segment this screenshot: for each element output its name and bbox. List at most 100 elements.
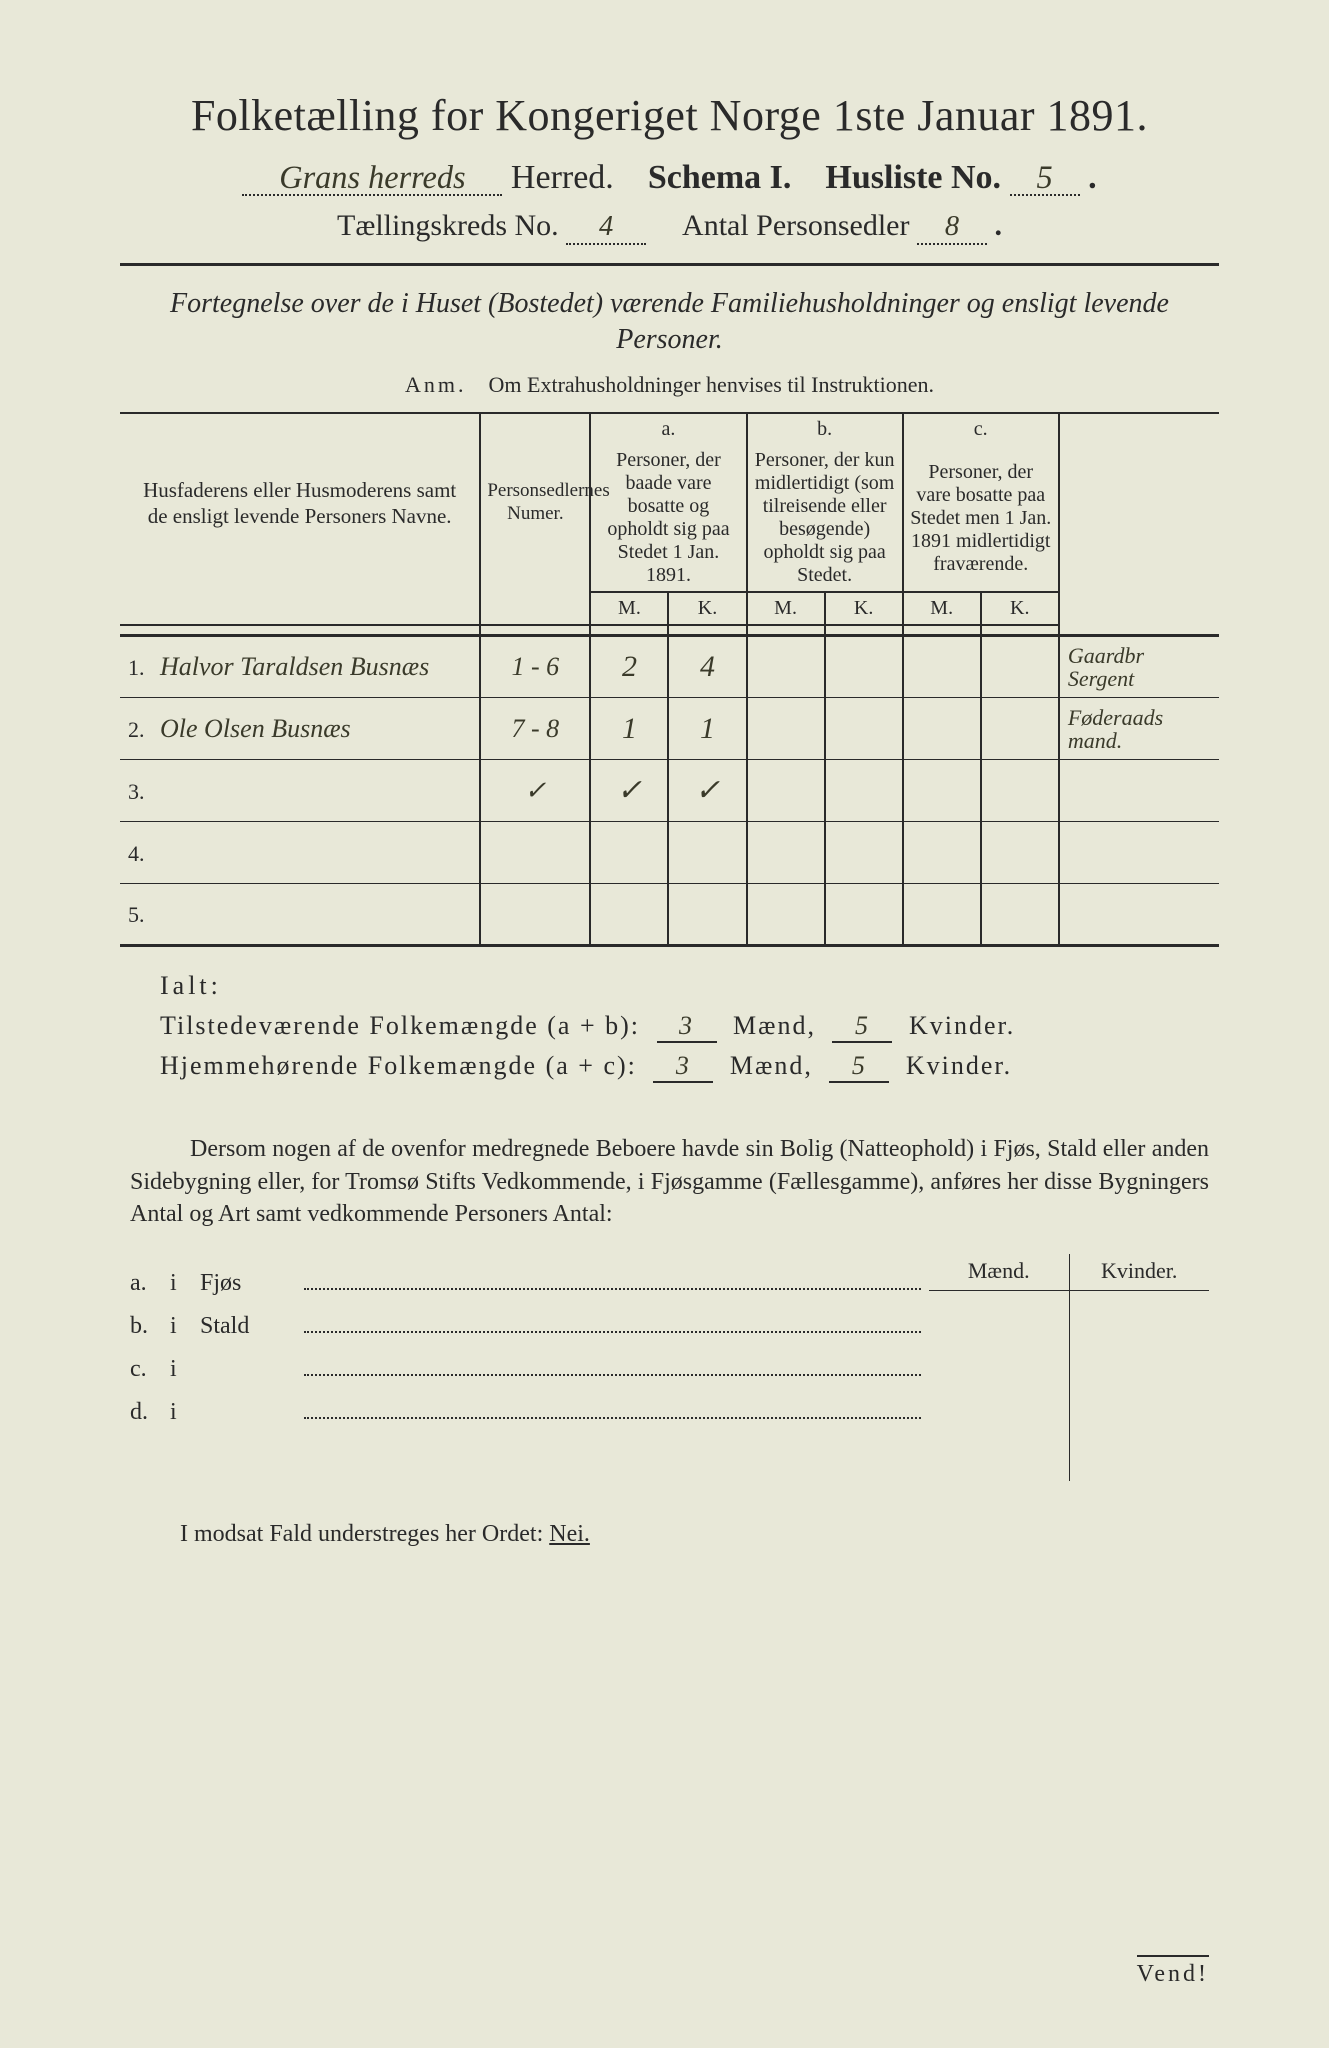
nei-line: I modsat Fald understreges her Ordet: Ne… — [180, 1521, 1209, 1548]
totals-maend-2: Mænd, — [730, 1051, 813, 1080]
table-row: 3.✓✓✓ — [120, 760, 1219, 822]
col-a-k: K. — [668, 592, 746, 625]
bottom-maend-col — [929, 1291, 1070, 1481]
mk-cell: 4 — [668, 636, 746, 698]
note-cell: Gaardbr Sergent — [1059, 636, 1219, 698]
totals-line-2: Hjemmehørende Folkemængde (a + c): 3 Mæn… — [160, 1051, 1219, 1083]
ialt-label: Ialt: — [160, 971, 1219, 1001]
kreds-label: Tællingskreds No. — [337, 209, 559, 242]
totals-kvinder-1: Kvinder. — [909, 1011, 1015, 1040]
mk-cell — [747, 760, 825, 822]
col-c-k: K. — [981, 592, 1059, 625]
page-title: Folketælling for Kongeriget Norge 1ste J… — [120, 90, 1219, 141]
desc-a: Personer, der baade vare bosatte og opho… — [590, 445, 746, 592]
num-cell: ✓ — [480, 760, 590, 822]
group-a-label: a. — [590, 414, 746, 445]
bottom-mk-table: Mænd. Kvinder. — [929, 1254, 1209, 1481]
mk-cell — [981, 760, 1059, 822]
mk-cell — [903, 760, 981, 822]
group-b-label: b. — [747, 414, 903, 445]
antal-no: 8 — [917, 213, 987, 245]
note-cell — [1059, 760, 1219, 822]
totals-kvinder-2: Kvinder. — [906, 1051, 1012, 1080]
mk-cell — [668, 822, 746, 884]
table-row: 1.Halvor Taraldsen Busnæs1 - 624 Gaardbr … — [120, 636, 1219, 698]
col-b-m: M. — [747, 592, 825, 625]
census-table: Husfaderens eller Husmoderens samt de en… — [120, 414, 1219, 947]
num-cell: 1 - 6 — [480, 636, 590, 698]
husliste-label: Husliste No. — [825, 159, 1001, 196]
anm-text: Om Extrahusholdninger henvises til Instr… — [489, 372, 934, 397]
name-cell: 5. — [120, 884, 480, 946]
name-cell: 4. — [120, 822, 480, 884]
mk-cell — [903, 884, 981, 946]
totals-1-k: 5 — [832, 1011, 892, 1043]
kreds-no: 4 — [566, 213, 646, 245]
totals-maend-1: Mænd, — [733, 1011, 816, 1040]
num-cell — [480, 884, 590, 946]
col-name-header: Husfaderens eller Husmoderens samt de en… — [120, 414, 480, 592]
antal-label: Antal Personsedler — [682, 209, 909, 242]
vend-label: Vend! — [1137, 1955, 1209, 1988]
mk-cell — [981, 636, 1059, 698]
bottom-maend-header: Mænd. — [929, 1254, 1070, 1290]
mk-cell — [903, 822, 981, 884]
census-form-page: Folketælling for Kongeriget Norge 1ste J… — [0, 0, 1329, 2048]
herred-label: Herred. — [511, 159, 614, 196]
instructions-paragraph: Dersom nogen af de ovenfor medregnede Be… — [130, 1133, 1209, 1230]
desc-b: Personer, der kun midlertidigt (som tilr… — [747, 445, 903, 592]
note-cell: Føderaads mand. — [1059, 698, 1219, 760]
note-cell — [1059, 884, 1219, 946]
totals-line-1: Tilstedeværende Folkemængde (a + b): 3 M… — [160, 1011, 1219, 1043]
blank-header — [120, 592, 480, 625]
name-cell: 2.Ole Olsen Busnæs — [120, 698, 480, 760]
mk-cell — [903, 636, 981, 698]
mk-cell: ✓ — [590, 760, 668, 822]
mk-cell — [747, 636, 825, 698]
bottom-block: a.iFjøsb.iStaldc.id.i Mænd. Kvinder. — [130, 1254, 1209, 1481]
building-row: d.i — [130, 1395, 929, 1426]
note-cell — [1059, 822, 1219, 884]
group-c-label: c. — [903, 414, 1059, 445]
bottom-kvinder-col — [1070, 1291, 1210, 1481]
husliste-no: 5 — [1010, 161, 1080, 196]
table-row: 5. — [120, 884, 1219, 946]
name-cell: 3. — [120, 760, 480, 822]
building-row: b.iStald — [130, 1309, 929, 1340]
mk-cell — [747, 822, 825, 884]
mk-cell — [981, 884, 1059, 946]
building-list: a.iFjøsb.iStaldc.id.i — [130, 1254, 929, 1481]
table-row: 4. — [120, 822, 1219, 884]
totals-1-m: 3 — [657, 1011, 717, 1043]
col-num-header: Personsedlernes Numer. — [480, 414, 590, 592]
building-row: a.iFjøs — [130, 1266, 929, 1297]
blank-header-2 — [480, 592, 590, 625]
col-note-header — [1059, 414, 1219, 625]
anm-label: Anm. — [405, 372, 467, 397]
mk-cell — [825, 760, 903, 822]
mk-cell — [981, 698, 1059, 760]
name-cell: 1.Halvor Taraldsen Busnæs — [120, 636, 480, 698]
mk-cell — [590, 884, 668, 946]
nei-word: Nei. — [549, 1521, 590, 1547]
header-line-2: Grans herreds Herred. Schema I. Husliste… — [120, 159, 1219, 197]
schema-label: Schema I. — [648, 159, 792, 196]
divider-rule — [120, 263, 1219, 266]
mk-cell — [590, 822, 668, 884]
mk-cell — [747, 884, 825, 946]
mk-cell: ✓ — [668, 760, 746, 822]
mk-cell: 1 — [590, 698, 668, 760]
mk-cell — [903, 698, 981, 760]
num-cell — [480, 822, 590, 884]
header-line-3: Tællingskreds No. 4 Antal Personsedler 8… — [120, 209, 1219, 245]
totals-line-2-label: Hjemmehørende Folkemængde (a + c): — [160, 1051, 637, 1080]
herred-handwritten: Grans herreds — [242, 161, 502, 196]
table-row: 2.Ole Olsen Busnæs7 - 811Føderaads mand. — [120, 698, 1219, 760]
mk-cell — [668, 884, 746, 946]
mk-cell: 2 — [590, 636, 668, 698]
col-a-m: M. — [590, 592, 668, 625]
anm-line: Anm. Om Extrahusholdninger henvises til … — [120, 372, 1219, 398]
mk-cell: 1 — [668, 698, 746, 760]
mk-cell — [825, 636, 903, 698]
bottom-kvinder-header: Kvinder. — [1070, 1254, 1210, 1290]
